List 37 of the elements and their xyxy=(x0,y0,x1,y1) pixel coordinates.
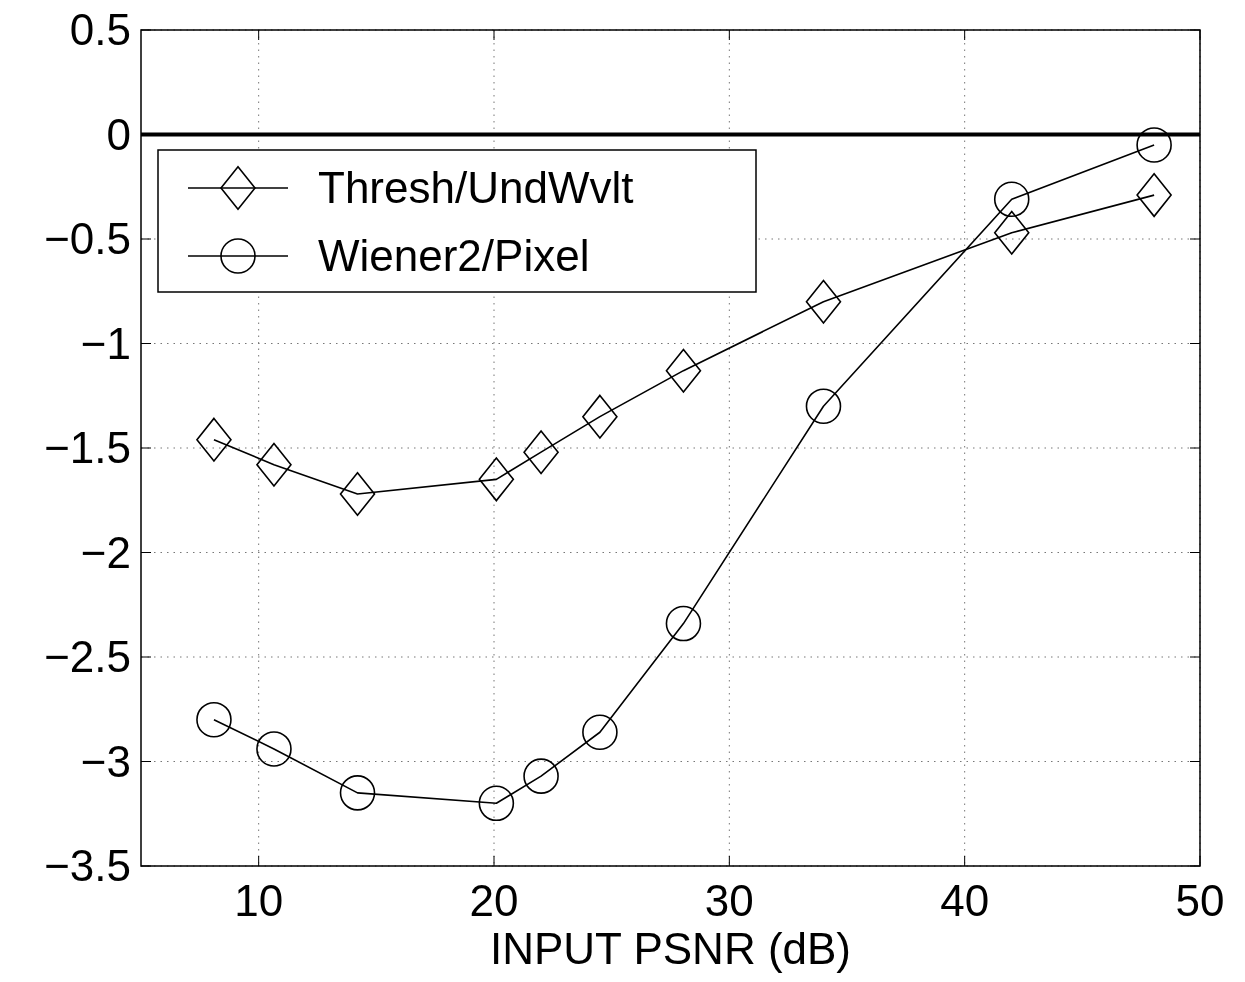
point xyxy=(339,471,376,517)
point xyxy=(523,758,559,794)
point xyxy=(256,442,292,487)
point xyxy=(805,388,842,424)
legend-label: Wiener2/Pixel xyxy=(318,231,590,281)
point xyxy=(665,348,702,393)
y-tick-label: −3.5 xyxy=(44,841,131,891)
x-tick-label: 30 xyxy=(704,876,754,925)
point xyxy=(478,785,515,822)
y-tick-label: −3 xyxy=(80,736,131,786)
point xyxy=(1136,173,1172,218)
point xyxy=(478,457,515,502)
y-tick-label: 0.5 xyxy=(69,5,131,55)
x-tick-label: 40 xyxy=(940,876,990,925)
y-tick-label: −2.5 xyxy=(44,632,131,682)
point xyxy=(1136,127,1172,163)
point xyxy=(993,181,1030,218)
y-tick-label: −0.5 xyxy=(44,214,131,264)
legend-label: Thresh/UndWvlt xyxy=(318,163,634,213)
point xyxy=(582,394,618,439)
y-tick-label: −1.5 xyxy=(44,423,131,473)
x-axis-title: INPUT PSNR (dB) xyxy=(489,924,852,973)
x-tick-label: 10 xyxy=(234,876,284,925)
x-tick-label: 50 xyxy=(1175,876,1225,925)
point xyxy=(196,701,232,738)
point xyxy=(993,210,1030,255)
point xyxy=(256,731,292,767)
point xyxy=(339,775,376,811)
point xyxy=(805,279,842,324)
point xyxy=(523,430,559,475)
point xyxy=(196,417,232,462)
y-tick-label: 0 xyxy=(106,109,131,159)
point xyxy=(582,714,618,751)
x-tick-label: 20 xyxy=(469,876,519,925)
point xyxy=(665,605,702,642)
y-tick-label: −2 xyxy=(80,527,131,577)
y-tick-label: −1 xyxy=(80,318,131,368)
